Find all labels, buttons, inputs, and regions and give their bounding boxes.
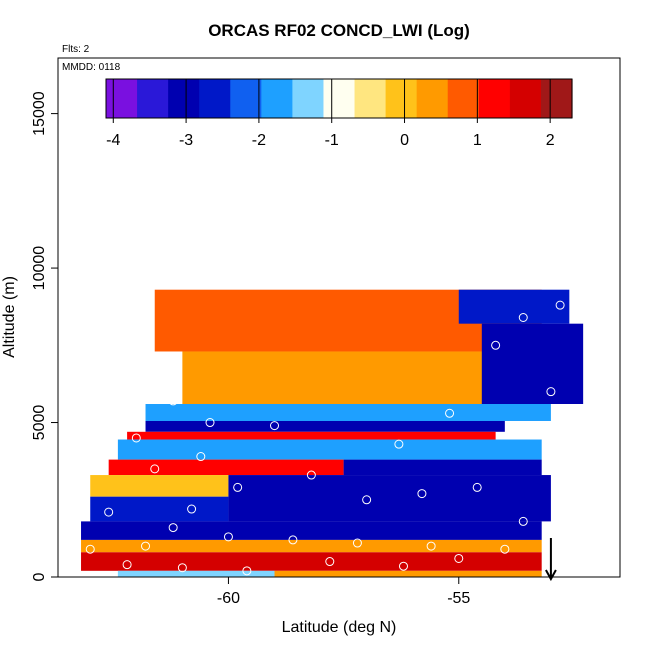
colorbar-swatch (106, 79, 138, 118)
heatmap-cell (117, 570, 275, 577)
colorbar-swatch (292, 79, 325, 118)
marker-arrow (545, 538, 557, 582)
colorbar-tick-label: 0 (400, 132, 409, 149)
sample-point (205, 418, 215, 428)
sample-point (196, 452, 206, 462)
heatmap-cell (145, 420, 505, 432)
heatmap-cell (81, 539, 542, 553)
x-tick-label: -60 (217, 590, 240, 607)
sample-point (104, 507, 114, 517)
x-axis-label: Latitude (deg N) (282, 619, 397, 636)
sample-point (518, 313, 528, 322)
heatmap-cell (127, 431, 496, 440)
colorbar-swatch (385, 79, 418, 118)
sample-point (325, 557, 335, 567)
y-tick-label: 0 (31, 572, 48, 581)
sample-point (578, 288, 588, 298)
colorbar-tick-label: -3 (179, 132, 193, 149)
y-tick-label: 5000 (31, 405, 48, 441)
sample-point (122, 560, 132, 570)
sample-point (500, 544, 510, 554)
heatmap-cell (182, 351, 515, 404)
sample-point (85, 544, 95, 554)
heatmap-cell (90, 496, 229, 522)
flights-note: Flts: 2 (62, 44, 90, 55)
colorbar-swatch (323, 79, 356, 118)
heatmap-cell (81, 552, 542, 571)
sample-point (177, 563, 187, 573)
y-axis-label: Altitude (m) (1, 276, 18, 358)
colorbar-swatch (261, 79, 293, 118)
sample-point (306, 470, 316, 480)
colorbar-tick-label: 2 (546, 132, 555, 149)
y-tick-label: 10000 (31, 246, 48, 291)
sample-point (352, 538, 362, 548)
heatmap-cell (228, 475, 551, 522)
colorbar-swatch (137, 79, 169, 118)
colorbar-tick-label: -2 (252, 132, 266, 149)
plot-frame (57, 57, 621, 578)
colorbar-swatch (416, 79, 449, 118)
heatmap-cell (458, 289, 570, 324)
sample-point (426, 541, 436, 551)
colorbar-swatch (354, 79, 387, 118)
sample-point (472, 482, 482, 492)
colorbar-swatch (509, 79, 542, 118)
heatmap-cell (481, 323, 584, 404)
colorbar-tick-label: 1 (473, 132, 482, 149)
colorbar-swatch (447, 79, 480, 118)
heatmap-cell (145, 404, 551, 421)
colorbar-swatch (199, 79, 231, 118)
sample-point (141, 541, 151, 551)
sample-point (187, 504, 197, 514)
sample-point (168, 396, 178, 406)
sample-point (417, 489, 427, 499)
heatmap-cell (90, 475, 229, 497)
chart-title: ORCAS RF02 CONCD_LWI (Log) (208, 21, 470, 40)
plot-area: MMDD: 0118 -60 -55 0 5000 10000 15000 -4 -3 -2 -1 0… (31, 57, 621, 607)
colorbar-frame (105, 78, 573, 119)
sample-point (288, 535, 298, 545)
heatmap-cell (274, 570, 542, 577)
x-tick-label: -55 (447, 590, 470, 607)
colorbar-tick-label: -4 (106, 132, 120, 149)
colorbar-swatch (230, 79, 262, 118)
y-tick-label: 15000 (31, 91, 48, 136)
sample-point (150, 464, 160, 474)
sample-point (445, 408, 455, 418)
sample-point (223, 532, 233, 542)
heatmap-cell (117, 439, 542, 460)
date-note: MMDD: 0118 (62, 62, 121, 73)
colorbar-swatch (540, 79, 573, 118)
sample-point (518, 516, 528, 526)
colorbar-tick-label: -1 (325, 132, 339, 149)
sample-point (131, 433, 141, 443)
sample-point (362, 495, 372, 505)
sample-point (394, 439, 404, 449)
heatmap-cell (108, 459, 344, 476)
sample-point (454, 553, 464, 563)
heatmap-cell (343, 459, 542, 476)
sample-point (270, 421, 280, 431)
colorbar-swatch (478, 79, 511, 118)
sample-point (242, 566, 252, 576)
sample-point (546, 387, 556, 397)
sample-point (233, 482, 243, 492)
sample-point (398, 561, 408, 571)
colorbar-swatch (168, 79, 200, 118)
sample-point (555, 300, 565, 310)
heatmap-cell (81, 521, 542, 540)
sample-point (168, 523, 178, 533)
sample-point (491, 340, 501, 350)
